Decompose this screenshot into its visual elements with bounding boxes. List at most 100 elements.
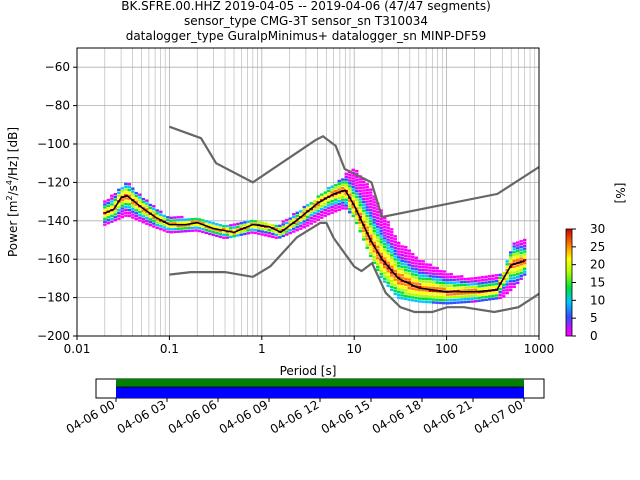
psd-density-cell: [229, 232, 233, 236]
psd-density-cell: [404, 274, 408, 278]
psd-density-cell: [362, 203, 366, 207]
psd-density-cell: [358, 198, 362, 201]
psd-density-cell: [267, 229, 271, 232]
psd-density-cell: [309, 202, 313, 205]
psd-density-cell: [159, 225, 163, 228]
psd-density-cell: [428, 277, 432, 281]
psd-density-cell: [327, 201, 331, 204]
psd-density-cell: [480, 284, 485, 288]
psd-density-cell: [383, 263, 387, 266]
psd-density-cell: [159, 227, 163, 231]
y-tick-label: −120: [37, 175, 70, 189]
psd-density-cell: [456, 292, 460, 296]
psd-density-cell: [302, 223, 306, 226]
timeline-tick-label: 04-06 21: [421, 397, 475, 436]
psd-density-cell: [491, 297, 495, 301]
psd-density-cell: [515, 252, 520, 256]
psd-density-cell: [222, 230, 226, 234]
psd-density-cell: [187, 224, 191, 227]
psd-density-cell: [113, 207, 118, 210]
psd-density-cell: [393, 249, 397, 252]
psd-density-cell: [439, 275, 443, 279]
psd-density-cell: [162, 226, 166, 229]
psd-density-cell: [522, 247, 527, 250]
psd-density-cell: [508, 251, 513, 254]
psd-density-cell: [369, 223, 373, 226]
psd-density-cell: [404, 263, 408, 266]
psd-density-cell: [418, 294, 422, 297]
psd-density-cell: [425, 271, 429, 275]
psd-density-cell: [372, 212, 376, 216]
psd-density-cell: [358, 195, 362, 198]
psd-density-cell: [439, 301, 443, 305]
psd-density-cell: [446, 296, 450, 299]
psd-density-cell: [435, 287, 439, 290]
psd-density-cell: [351, 206, 355, 209]
psd-density-cell: [428, 263, 432, 266]
psd-density-cell: [439, 278, 443, 282]
psd-density-cell: [477, 293, 481, 297]
psd-density-cell: [309, 210, 313, 214]
psd-density-cell: [418, 291, 422, 295]
psd-density-cell: [372, 221, 376, 224]
psd-density-cell: [229, 224, 233, 227]
psd-density-cell: [390, 239, 394, 243]
psd-density-cell: [320, 207, 324, 211]
psd-density-cell: [372, 195, 376, 198]
psd-density-cell: [124, 211, 128, 214]
psd-density-cell: [508, 259, 513, 263]
psd-density-cell: [467, 280, 471, 283]
psd-density-cell: [344, 195, 348, 199]
psd-density-cell: [127, 206, 132, 209]
psd-density-cell: [365, 223, 369, 226]
psd-density-cell: [379, 238, 383, 241]
psd-density-cell: [365, 211, 369, 215]
psd-density-cell: [299, 210, 303, 213]
psd-density-cell: [515, 270, 520, 273]
psd-density-cell: [432, 272, 436, 275]
psd-density-cell: [379, 249, 383, 253]
psd-density-cell: [278, 233, 282, 236]
psd-density-cell: [470, 277, 474, 280]
psd-density-cell: [320, 204, 324, 208]
psd-density-cell: [358, 212, 362, 216]
psd-density-cell: [201, 222, 205, 225]
psd-density-cell: [400, 268, 404, 271]
psd-density-cell: [407, 269, 411, 273]
psd-density-cell: [418, 274, 422, 277]
psd-density-cell: [358, 183, 362, 187]
psd-density-cell: [397, 250, 401, 253]
psd-density-cell: [166, 216, 170, 219]
psd-density-cell: [439, 293, 443, 296]
psd-density-cell: [477, 276, 481, 279]
psd-density-cell: [127, 203, 132, 206]
psd-density-cell: [327, 207, 331, 210]
psd-density-cell: [369, 248, 373, 252]
psd-density-cell: [376, 268, 380, 272]
psd-density-cell: [379, 232, 383, 235]
psd-density-cell: [299, 213, 303, 216]
psd-density-cell: [456, 301, 460, 304]
psd-density-cell: [376, 242, 380, 246]
psd-density-cell: [397, 276, 401, 279]
psd-density-cell: [250, 228, 254, 231]
psd-density-cell: [365, 220, 369, 224]
psd-density-cell: [393, 289, 397, 293]
psd-density-cell: [393, 275, 397, 278]
psd-density-cell: [435, 269, 439, 273]
psd-density-cell: [103, 220, 107, 223]
psd-density-cell: [355, 207, 359, 210]
psd-density-cell: [463, 297, 467, 301]
psd-density-cell: [456, 298, 460, 301]
psd-density-cell: [110, 194, 114, 197]
psd-density-cell: [124, 191, 128, 194]
psd-density-cell: [393, 261, 397, 264]
psd-density-cell: [418, 297, 422, 300]
psd-density-cell: [393, 255, 397, 258]
psd-density-cell: [470, 291, 474, 295]
psd-density-cell: [407, 255, 411, 258]
psd-density-cell: [411, 290, 415, 293]
psd-density-cell: [470, 285, 474, 289]
psd-density-cell: [110, 217, 114, 220]
psd-density-cell: [449, 284, 453, 287]
